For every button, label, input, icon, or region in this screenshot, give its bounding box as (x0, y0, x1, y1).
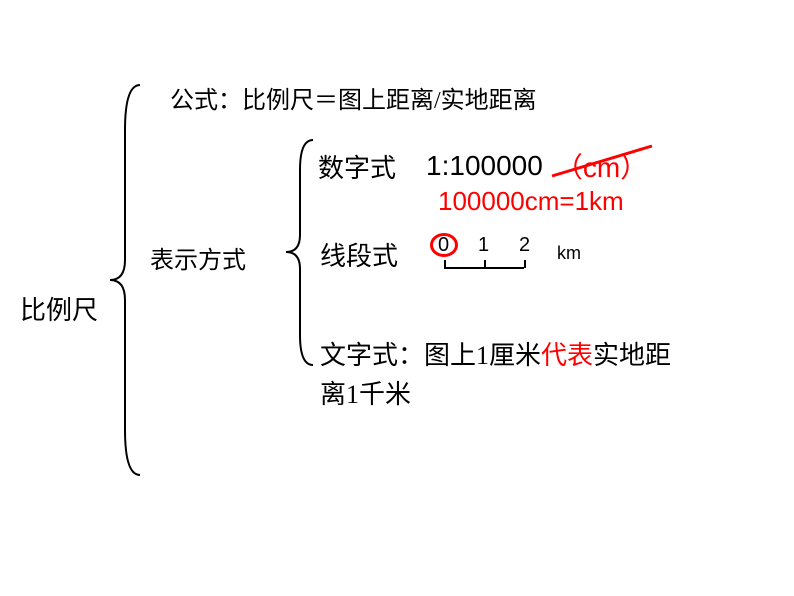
numeric-unit: （cm） (555, 146, 648, 186)
scale-tick-1: 1 (478, 234, 489, 257)
numeric-label: 数字式 (318, 148, 396, 185)
scale-segment (444, 267, 484, 269)
zero-highlight-circle-icon (430, 233, 458, 257)
root-label: 比例尺 (20, 290, 98, 327)
linescale-label: 线段式 (320, 236, 398, 273)
textform-prefix: 文字式：图上1厘米 (320, 341, 541, 370)
scale-bar: 0 1 2 km (434, 234, 589, 274)
main-brace-icon (100, 80, 150, 480)
numeric-value: 1:100000 (426, 150, 543, 182)
numeric-row: 数字式 1:100000 （cm） (318, 146, 648, 186)
formula-content: 比例尺＝图上距离/实地距离 (242, 88, 537, 114)
formula-label: 公式： (170, 88, 242, 114)
sub-brace-icon (278, 135, 318, 370)
representation-label: 表示方式 (150, 240, 246, 275)
textform-highlight: 代表 (541, 341, 593, 370)
unit-close: ） (620, 153, 648, 184)
conversion-row: 100000cm=1km (438, 186, 624, 217)
textform-row: 文字式：图上1厘米代表实地距离1千米 (320, 336, 680, 414)
unit-open: （ (555, 153, 583, 184)
tick-mark (524, 260, 526, 268)
scale-segment (484, 267, 524, 269)
formula-row: 公式：比例尺＝图上距离/实地距离 (170, 80, 537, 115)
scale-unit: km (557, 243, 581, 264)
scale-tick-2: 2 (519, 234, 530, 257)
unit-text: cm (583, 152, 620, 183)
